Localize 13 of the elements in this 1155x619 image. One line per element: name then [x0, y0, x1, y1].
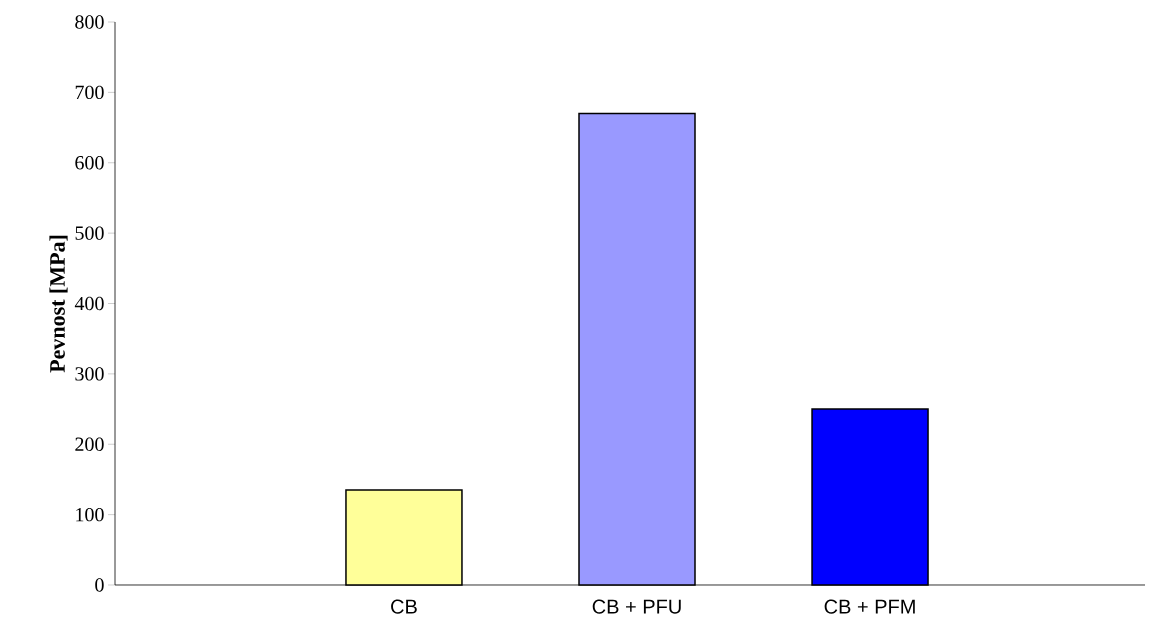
- x-tick-label: CB + PFM: [824, 599, 915, 614]
- y-tick-label: 100: [76, 507, 104, 522]
- y-tick-label: 200: [75, 437, 104, 451]
- y-tick-label: 400: [74, 296, 104, 311]
- y-axis-title: Pevnost [MPa]: [49, 235, 68, 373]
- y-tick-label: 600: [75, 156, 104, 170]
- y-tick-label: 0: [95, 578, 104, 592]
- x-tick-label: CB: [391, 599, 417, 614]
- y-tick-label: 500: [75, 226, 104, 240]
- x-tick-label: CB + PFU: [592, 599, 681, 614]
- y-tick-label: 700: [75, 85, 104, 100]
- y-tick-label: 300: [75, 367, 104, 381]
- y-tick-label: 800: [75, 15, 104, 29]
